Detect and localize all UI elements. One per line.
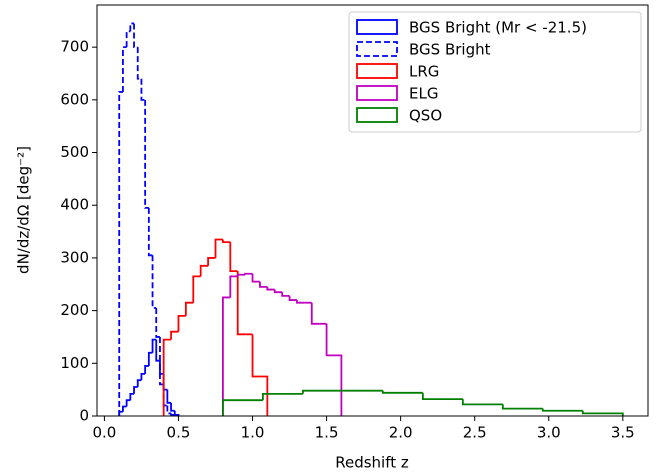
histogram-step <box>229 242 238 272</box>
legend-label: LRG <box>409 63 439 81</box>
plot-frame <box>96 4 649 417</box>
histogram-step <box>144 99 149 209</box>
histogram-step <box>251 273 260 283</box>
legend-label: QSO <box>409 107 442 125</box>
y-tick-label: 500 <box>60 143 89 161</box>
histogram-step <box>251 334 260 378</box>
y-tick-label: 0 <box>79 407 89 425</box>
x-tick-label: 2.5 <box>463 424 487 442</box>
histogram-step <box>214 238 223 258</box>
histogram-step <box>261 392 303 401</box>
y-tick-label: 300 <box>60 248 89 266</box>
histogram-step <box>140 372 146 381</box>
histogram-step <box>155 339 160 362</box>
histogram-step <box>222 399 263 416</box>
legend-swatch <box>356 85 398 101</box>
legend-label: ELG <box>409 85 438 103</box>
histogram-step <box>170 413 175 416</box>
histogram-step <box>229 275 238 298</box>
histogram-step <box>162 338 172 416</box>
histogram-step <box>501 404 543 410</box>
histogram-step <box>207 257 216 266</box>
histogram-step <box>333 354 343 416</box>
histogram-step <box>259 375 269 416</box>
histogram-step <box>541 408 583 412</box>
histogram-step <box>170 402 175 412</box>
y-tick-label: 700 <box>60 38 89 56</box>
histogram-step <box>259 281 268 288</box>
histogram-step <box>122 405 127 412</box>
histogram-step <box>122 46 127 92</box>
histogram-step <box>170 330 179 340</box>
legend-swatch <box>356 107 398 123</box>
histogram-step <box>325 323 334 357</box>
y-tick-label: 400 <box>60 196 89 214</box>
x-tick-label: 3.0 <box>537 424 561 442</box>
histogram-step <box>222 239 231 244</box>
y-tick-label: 100 <box>60 354 89 372</box>
legend-swatch <box>356 19 398 35</box>
histogram-step <box>147 351 153 366</box>
histogram-step <box>144 365 149 374</box>
histogram-step <box>151 255 157 309</box>
histogram-step <box>288 295 297 301</box>
x-tick-label: 0.0 <box>92 424 116 442</box>
x-tick-label: 1.5 <box>315 424 339 442</box>
histogram-step <box>129 392 135 401</box>
x-tick-label: 2.0 <box>389 424 413 442</box>
histogram-step <box>136 47 142 80</box>
y-tick-label: 600 <box>60 90 89 108</box>
histogram-step <box>192 275 201 303</box>
x-tick-label: 0.5 <box>167 424 191 442</box>
histogram-step <box>281 292 290 297</box>
histogram-step <box>125 399 131 407</box>
histogram-step <box>236 273 246 277</box>
legend-box <box>348 11 642 133</box>
histogram-step <box>140 78 146 101</box>
histogram-step <box>199 264 209 277</box>
y-axis-label: dN/dz/dΩ [deg⁻²] <box>15 146 33 274</box>
histogram-step <box>166 405 172 415</box>
legend-swatch <box>356 63 398 79</box>
histogram-step <box>166 389 172 404</box>
histogram-step <box>125 30 131 48</box>
histogram-step <box>296 300 305 304</box>
histogram-step <box>133 386 138 394</box>
histogram-step <box>118 91 123 416</box>
histogram-step <box>136 379 142 388</box>
histogram-step <box>236 271 246 336</box>
histogram-step <box>244 272 253 275</box>
legend-label: BGS Bright <box>409 41 491 59</box>
legend-label: BGS Bright (Mr < -21.5) <box>409 19 587 37</box>
histogram-step <box>177 314 186 332</box>
histogram-step <box>273 289 283 294</box>
histogram-step <box>133 23 138 49</box>
histogram-step <box>301 389 343 394</box>
histogram-step <box>159 336 164 386</box>
histogram-step <box>581 410 624 416</box>
x-tick-label: 3.5 <box>611 424 635 442</box>
y-tick-label: 200 <box>60 301 89 319</box>
histogram-step <box>222 296 231 416</box>
histogram-step <box>147 207 153 257</box>
histogram-step <box>381 390 423 394</box>
histogram-step <box>310 302 320 325</box>
histogram-step <box>266 286 275 291</box>
histogram-step <box>155 307 160 338</box>
x-tick-label: 1.0 <box>241 424 265 442</box>
histogram-step <box>151 338 157 353</box>
histogram-step <box>129 22 135 32</box>
histogram-step <box>461 399 503 406</box>
histogram-step <box>184 301 194 316</box>
x-axis-label: Redshift z <box>335 454 409 472</box>
legend-swatch <box>356 41 398 57</box>
histogram-step <box>421 392 463 401</box>
